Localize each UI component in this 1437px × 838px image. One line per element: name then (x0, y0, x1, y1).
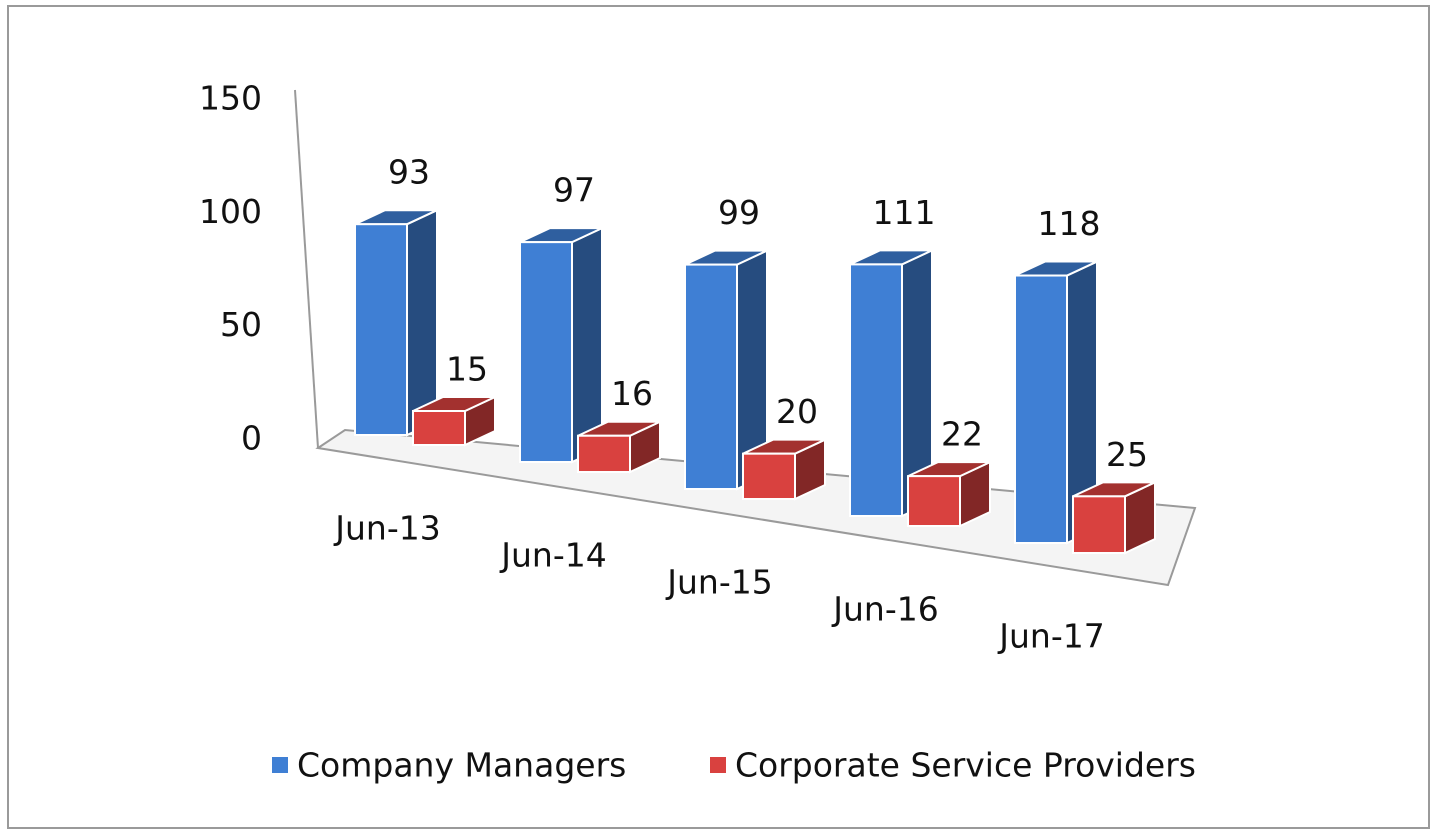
legend: Company Managers Corporate Service Provid… (272, 746, 1196, 785)
bar (577, 434, 631, 474)
x-tick-label: Jun-14 (499, 536, 606, 575)
legend-swatch (710, 757, 726, 773)
floor (315, 428, 1197, 587)
bar (519, 241, 573, 463)
bar (1072, 495, 1126, 555)
bar (907, 475, 961, 527)
bar (412, 410, 466, 446)
data-label: 111 (873, 193, 936, 232)
data-label: 99 (718, 193, 760, 232)
x-tick-label: Jun-17 (997, 617, 1104, 656)
data-label: 16 (611, 374, 653, 413)
bar (684, 263, 738, 490)
y-axis (294, 89, 319, 449)
data-label: 15 (446, 350, 488, 389)
bar (1014, 274, 1068, 544)
x-tick-label: Jun-15 (665, 563, 772, 602)
y-tick-label: 0 (241, 419, 262, 458)
legend-label: Corporate Service Providers (735, 746, 1196, 785)
y-tick-label: 150 (199, 79, 262, 118)
bar (849, 263, 903, 517)
x-tick-label: Jun-13 (333, 509, 440, 548)
data-label: 118 (1038, 204, 1101, 243)
x-tick-label: Jun-16 (831, 590, 938, 629)
data-label: 97 (553, 171, 595, 210)
data-label: 25 (1106, 435, 1148, 474)
y-tick-label: 50 (220, 305, 262, 344)
legend-label: Company Managers (297, 746, 626, 785)
bar (742, 452, 796, 500)
y-tick-label: 100 (199, 192, 262, 231)
legend-swatch (272, 757, 288, 773)
bar (354, 223, 408, 436)
data-label: 20 (776, 392, 818, 431)
data-label: 93 (388, 153, 430, 192)
data-label: 22 (941, 415, 983, 454)
